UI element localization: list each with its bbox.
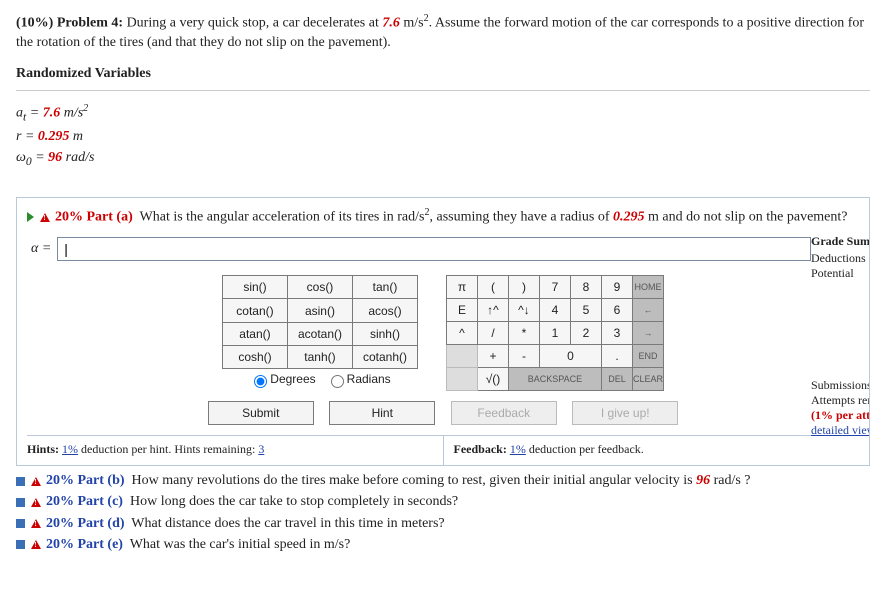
expand-icon[interactable] [27,212,34,222]
numeric-keypad: π ( ) 7 8 9 HOME E ↑^ ^↓ 4 5 6 ← ^ / * [446,275,664,391]
feedback-button[interactable]: Feedback [451,401,557,425]
key-backspace[interactable]: BACKSPACE [508,368,601,391]
key-dot[interactable]: . [601,345,632,368]
key-rparen[interactable]: ) [508,276,539,299]
accel-unit: m/s [400,16,424,31]
collapse-icon [16,519,25,528]
accel-value: 7.6 [382,16,400,31]
key-sinh[interactable]: sinh() [352,322,417,345]
key-e[interactable]: E [446,299,477,322]
alert-icon [31,498,41,507]
part-e-row[interactable]: 20% Part (e) What was the car's initial … [16,536,870,554]
part-d-row[interactable]: 20% Part (d) What distance does the car … [16,515,870,533]
key-mul[interactable]: * [508,322,539,345]
key-supup[interactable]: ↑^ [477,299,508,322]
key-clear[interactable]: CLEAR [632,368,663,391]
key-sqrt[interactable]: √() [477,368,508,391]
other-parts: 20% Part (b) How many revolutions do the… [16,472,870,554]
var-w0: ω0 = 96 rad/s [16,147,870,170]
key-tanh[interactable]: tanh() [287,345,352,368]
problem-weight: (10%) Problem 4: [16,16,123,31]
part-a-pct: 20% Part (a) [55,209,133,224]
hints-pct: 1% [62,442,78,456]
part-b-row[interactable]: 20% Part (b) How many revolutions do the… [16,472,870,490]
answer-lhs: α = [31,241,51,257]
key-2[interactable]: 2 [570,322,601,345]
key-home[interactable]: HOME [632,276,663,299]
key-end[interactable]: END [632,345,663,368]
hints-label: Hints: [27,442,59,456]
var-at: at = 7.6 m/s2 [16,101,870,126]
key-cosh[interactable]: cosh() [222,345,287,368]
part-a-q-mid: , assuming they have a radius of [430,209,614,224]
key-0[interactable]: 0 [539,345,601,368]
key-5[interactable]: 5 [570,299,601,322]
divider [16,90,870,91]
key-7[interactable]: 7 [539,276,570,299]
key-del[interactable]: DEL [601,368,632,391]
part-a-radius: 0.295 [613,209,645,224]
key-div[interactable]: / [477,322,508,345]
collapse-icon [16,477,25,486]
submit-button[interactable]: Submit [208,401,314,425]
submissions-summary: Submissions Attempts remaining: (1% per … [811,378,869,438]
key-pow[interactable]: ^ [446,322,477,345]
mode-degrees[interactable]: Degrees [249,372,315,386]
var-r: r = 0.295 m [16,126,870,147]
key-acos[interactable]: acos() [352,299,417,322]
key-left[interactable]: ← [632,299,663,322]
key-4[interactable]: 4 [539,299,570,322]
function-keypad: sin() cos() tan() cotan() asin() acos() … [222,275,418,391]
key-8[interactable]: 8 [570,276,601,299]
alert-icon [31,477,41,486]
key-tan[interactable]: tan() [352,276,417,299]
key-9[interactable]: 9 [601,276,632,299]
key-atan[interactable]: atan() [222,322,287,345]
mode-radians[interactable]: Radians [326,372,391,386]
alert-icon [40,213,50,222]
key-lparen[interactable]: ( [477,276,508,299]
key-right[interactable]: → [632,322,663,345]
feedback-label: Feedback: [454,442,507,456]
problem-text-pre: During a very quick stop, a car decelera… [127,16,383,31]
part-a-q-post: m and do not slip on the pavement? [645,209,848,224]
key-acotan[interactable]: acotan() [287,322,352,345]
randomized-heading: Randomized Variables [16,66,870,82]
hint-button[interactable]: Hint [329,401,435,425]
variables-block: at = 7.6 m/s2 r = 0.295 m ω0 = 96 rad/s [16,101,870,170]
answer-input[interactable] [57,237,811,261]
action-buttons: Submit Hint Feedback I give up! [27,401,859,425]
part-a-header: 20% Part (a) What is the angular acceler… [27,206,859,228]
problem-header: (10%) Problem 4: During a very quick sto… [16,12,870,52]
grade-summary: Grade Summary Deductions Potential [811,234,869,281]
collapse-icon [16,540,25,549]
key-3[interactable]: 3 [601,322,632,345]
feedback-pct: 1% [510,442,526,456]
hints-remaining: 3 [258,442,264,456]
key-minus[interactable]: - [508,345,539,368]
key-plus[interactable]: + [477,345,508,368]
key-pi[interactable]: π [446,276,477,299]
answer-row: α = [31,237,859,261]
detailed-view-link[interactable]: detailed view [811,423,869,437]
hint-feedback-bar: Hints: 1% deduction per hint. Hints rema… [27,435,859,465]
key-asin[interactable]: asin() [287,299,352,322]
part-c-row[interactable]: 20% Part (c) How long does the car take … [16,493,870,511]
key-6[interactable]: 6 [601,299,632,322]
alert-icon [31,540,41,549]
part-a-box: 20% Part (a) What is the angular acceler… [16,197,870,467]
angle-mode: Degrees Radians [222,368,417,391]
key-1[interactable]: 1 [539,322,570,345]
key-sin[interactable]: sin() [222,276,287,299]
key-cotanh[interactable]: cotanh() [352,345,417,368]
collapse-icon [16,498,25,507]
key-supdn[interactable]: ^↓ [508,299,539,322]
key-cotan[interactable]: cotan() [222,299,287,322]
key-cos[interactable]: cos() [287,276,352,299]
giveup-button[interactable]: I give up! [572,401,678,425]
part-a-q-pre: What is the angular acceleration of its … [140,209,425,224]
keypad-area: sin() cos() tan() cotan() asin() acos() … [27,275,859,391]
alert-icon [31,519,41,528]
